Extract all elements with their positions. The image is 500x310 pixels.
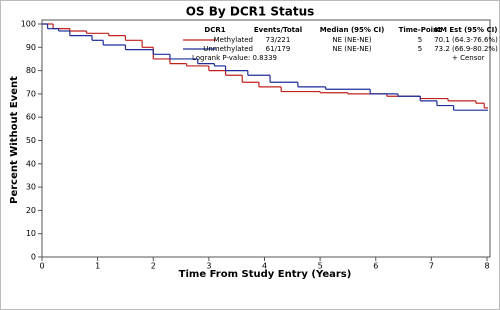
y-tick-label: 20 <box>26 206 36 215</box>
legend-label: Methylated <box>214 36 253 44</box>
legend-table: DCR1 Events/Total Median (95% CI) Time-Poin… <box>183 26 498 62</box>
y-tick-label: 90 <box>26 43 36 52</box>
table-header: Time-Point <box>399 26 442 34</box>
y-tick-label: 0 <box>31 253 36 262</box>
x-tick-label: 0 <box>39 262 44 271</box>
y-tick-label: 50 <box>26 136 36 145</box>
legend-label: Unmethylated <box>203 45 253 53</box>
plot-frame <box>41 19 491 258</box>
x-tick-label: 4 <box>262 262 267 271</box>
x-tick-label: 5 <box>318 262 323 271</box>
x-tick-label: 3 <box>206 262 211 271</box>
table-header: Events/Total <box>254 26 302 34</box>
y-tick-label: 60 <box>26 113 36 122</box>
y-tick-label: 40 <box>26 159 36 168</box>
y-tick-label: 70 <box>26 89 36 98</box>
table-header: KM Est (95% CI) <box>435 26 498 34</box>
y-tick-label: 10 <box>26 229 36 238</box>
table-cell: 70.1 (64.3-76.6%) <box>434 36 498 44</box>
y-axis-label: Percent Without Event <box>9 76 20 204</box>
x-tick-label: 1 <box>95 262 100 271</box>
x-tick-label: 8 <box>484 262 489 271</box>
x-axis-label: Time From Study Entry (Years) <box>179 269 352 280</box>
censor-legend: + Censor <box>452 54 485 62</box>
x-tick-label: 2 <box>151 262 156 271</box>
table-cell: NE (NE-NE) <box>332 45 371 53</box>
y-tick-label: 100 <box>21 20 36 29</box>
x-tick-label: 7 <box>429 262 434 271</box>
table-cell: 73/221 <box>266 36 291 44</box>
table-cell: NE (NE-NE) <box>332 36 371 44</box>
x-tick-label: 6 <box>373 262 378 271</box>
table-cell: 73.2 (66.9-80.2%) <box>434 45 498 53</box>
table-cell: 5 <box>418 45 422 53</box>
chart-title: OS By DCR1 Status <box>186 5 315 19</box>
table-cell: 5 <box>418 36 422 44</box>
table-header: DCR1 <box>204 26 225 34</box>
table-cell: 61/179 <box>266 45 291 53</box>
table-header: Median (95% CI) <box>320 26 385 34</box>
y-tick-label: 80 <box>26 66 36 75</box>
y-tick-label: 30 <box>26 183 36 192</box>
logrank-note: Logrank P-value: 0.8339 <box>192 54 277 62</box>
